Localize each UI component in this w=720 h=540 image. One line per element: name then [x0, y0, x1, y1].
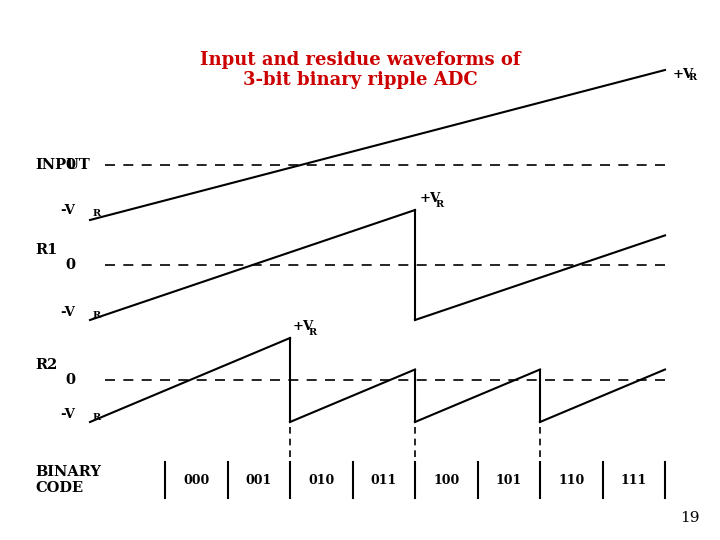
Text: Input and residue waveforms of: Input and residue waveforms of [199, 51, 521, 69]
Text: 101: 101 [495, 474, 522, 487]
Text: 19: 19 [680, 511, 700, 525]
Text: 3-bit binary ripple ADC: 3-bit binary ripple ADC [243, 71, 477, 89]
Text: +V: +V [673, 68, 694, 80]
Text: BINARY: BINARY [35, 465, 101, 479]
Text: R2: R2 [35, 358, 58, 372]
Text: 010: 010 [308, 474, 334, 487]
Text: -V: -V [60, 204, 75, 217]
Text: R1: R1 [35, 243, 58, 257]
Text: -V: -V [60, 408, 75, 421]
Text: 0: 0 [65, 373, 75, 387]
Text: 011: 011 [371, 474, 397, 487]
Text: 001: 001 [246, 474, 272, 487]
Text: 0: 0 [65, 258, 75, 272]
Text: R: R [93, 312, 101, 321]
Text: 100: 100 [433, 474, 459, 487]
Text: INPUT: INPUT [35, 158, 90, 172]
Text: R: R [309, 328, 317, 337]
Text: +V: +V [293, 320, 314, 333]
Text: R: R [689, 73, 697, 83]
Text: -V: -V [60, 306, 75, 319]
Text: 000: 000 [183, 474, 210, 487]
Text: R: R [93, 414, 101, 422]
Text: R: R [93, 210, 101, 219]
Text: R: R [436, 200, 444, 209]
Text: 111: 111 [621, 474, 647, 487]
Text: +V: +V [420, 192, 441, 205]
Text: 110: 110 [558, 474, 585, 487]
Text: CODE: CODE [35, 481, 83, 495]
Text: 0: 0 [65, 158, 75, 172]
